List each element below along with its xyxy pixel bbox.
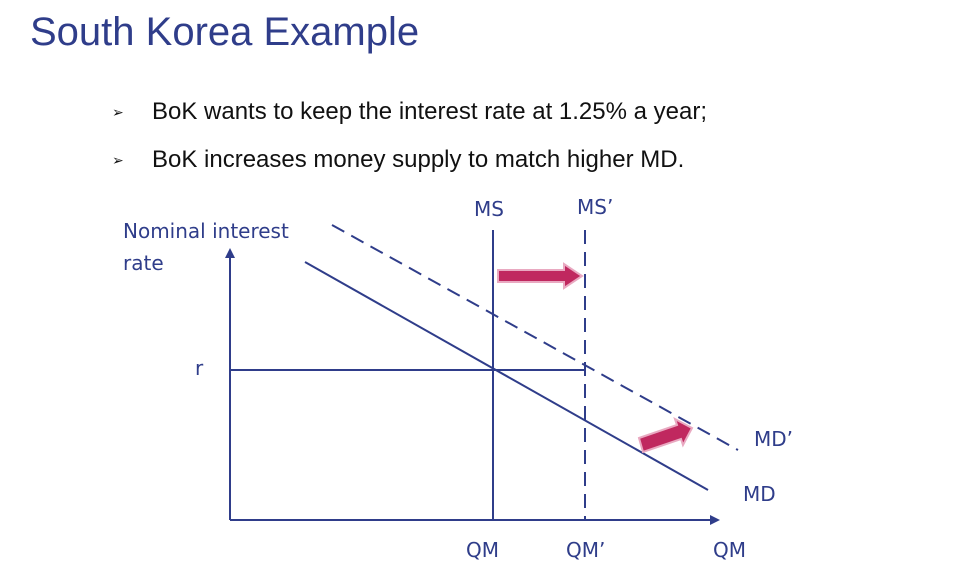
md-curve <box>304 261 709 491</box>
qm-label: QM <box>466 538 499 562</box>
rate-label: r <box>195 356 204 380</box>
md-prime-label: MD’ <box>754 427 793 451</box>
bullet-text: BoK increases money supply to match high… <box>152 146 685 173</box>
arrowhead-bullet-icon: ➢ <box>112 103 124 120</box>
bullet-item: ➢ BoK increases money supply to match hi… <box>112 136 707 184</box>
ms-shift-arrow <box>497 262 584 290</box>
arrowhead-bullet-icon: ➢ <box>112 151 124 168</box>
bullet-item: ➢ BoK wants to keep the interest rate at… <box>112 88 707 136</box>
bullet-text: BoK wants to keep the interest rate at 1… <box>152 98 707 125</box>
ms-prime-label: MS’ <box>577 195 613 219</box>
bullet-list: ➢ BoK wants to keep the interest rate at… <box>112 88 707 184</box>
md-shift-arrow <box>637 416 694 454</box>
ms-label: MS <box>474 197 504 221</box>
y-axis-label-line1: Nominal interest <box>123 219 289 243</box>
x-axis-label: QM <box>713 538 746 562</box>
md-prime-curve <box>331 224 739 451</box>
slide-title: South Korea Example <box>30 10 420 54</box>
md-label: MD <box>743 482 776 506</box>
qm-prime-label: QM’ <box>566 538 605 562</box>
y-axis-label-line2: rate <box>123 251 164 275</box>
